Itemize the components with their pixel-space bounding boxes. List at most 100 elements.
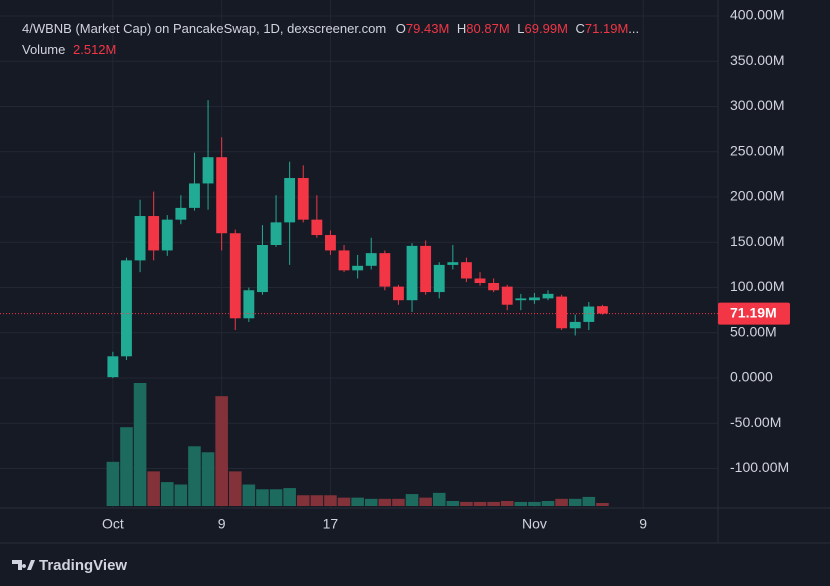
candle-body [379, 253, 391, 287]
volume-bar [555, 498, 568, 506]
candle-body [325, 235, 336, 251]
volume-bar [596, 503, 609, 506]
volume-bar [188, 446, 201, 506]
volume-bar [310, 495, 324, 506]
candle-body [528, 297, 540, 301]
volume-bar [378, 498, 392, 506]
volume-bar [296, 495, 310, 506]
ohlc-value: 80.87M [466, 21, 509, 36]
volume-bar [283, 488, 296, 506]
candle-body [134, 216, 146, 261]
candle-body [392, 286, 404, 301]
last-price-box [718, 302, 790, 325]
candle-body [542, 293, 554, 299]
candle-body [596, 306, 608, 314]
y-tick-label: 150.00M [730, 233, 784, 249]
candle-body [148, 216, 160, 251]
candle-body [107, 356, 119, 378]
volume-bar [228, 471, 242, 506]
volume-value: 2.512M [73, 42, 116, 57]
volume-bar [432, 492, 446, 506]
logo: TradingView [12, 557, 127, 574]
candle-body [202, 157, 214, 184]
volume-bar [215, 396, 228, 506]
volume-bar [147, 471, 160, 506]
candle-body [284, 178, 296, 223]
candle-body [501, 286, 513, 305]
axes: 400.00M 350.00M 300.00M 250.00M 200.00M 150.0… [0, 7, 790, 532]
volume-bar [541, 500, 555, 506]
volume-bar [500, 500, 514, 506]
ohlc-key: O [396, 21, 406, 36]
ohlc-value: 71.19M [585, 21, 628, 36]
candle-body [121, 260, 132, 357]
y-tick-label: 50.00M [730, 323, 777, 339]
overflow: ... [628, 21, 639, 36]
volume-bar [120, 427, 133, 506]
candle-body [406, 245, 418, 301]
candle-body [420, 245, 432, 293]
title: 4/WBNB (Market Cap) on PancakeSwap, 1D, … [22, 21, 386, 36]
volume-bar [568, 498, 582, 506]
ohlc-key: L [517, 21, 524, 36]
candle-body [365, 253, 377, 266]
logo-icon [12, 560, 35, 570]
y-tick-label: 200.00M [730, 188, 784, 204]
candle-body [270, 222, 282, 245]
x-tick-label: 9 [639, 516, 647, 532]
y-tick-label: 250.00M [730, 142, 784, 158]
volume-pane [106, 383, 609, 506]
volume-bar [419, 497, 432, 506]
volume-bar [201, 452, 215, 506]
candle-body [161, 219, 173, 251]
candle-body [352, 265, 364, 271]
candle-body [433, 264, 445, 293]
candle-body [474, 278, 486, 284]
volume-bar [514, 501, 528, 506]
volume-bar [582, 496, 596, 506]
volume-bar [242, 484, 256, 506]
volume-legend: Volume 2.512M [22, 42, 116, 57]
ohlc-value: 69.99M [525, 21, 568, 36]
volume-key: Volume [22, 42, 65, 57]
ohlc-key: H [457, 21, 466, 36]
volume-bar [133, 383, 147, 506]
volume-bar [106, 461, 120, 506]
y-tick-label: 0.0000 [730, 369, 773, 385]
y-tick-label: 300.00M [730, 97, 784, 113]
ohlc-key: C [576, 21, 585, 36]
candle-body [447, 262, 459, 265]
volume-bar [392, 498, 405, 506]
y-tick-label: -50.00M [730, 414, 781, 430]
volume-bar [487, 501, 500, 506]
volume-bar [174, 484, 188, 506]
volume-bar [337, 497, 351, 506]
ohlc-value: 79.43M [406, 21, 449, 36]
volume-bar [528, 501, 541, 506]
last-price-label: 71.19M [730, 304, 777, 320]
candle-body [243, 290, 255, 319]
volume-bar [364, 498, 378, 506]
volume-bar [405, 494, 419, 506]
candle-body [569, 321, 581, 329]
candle-body [175, 207, 187, 220]
candle-body [229, 233, 241, 319]
volume-bar [324, 495, 337, 506]
candle-body [556, 296, 568, 329]
volume-bar [446, 500, 460, 506]
y-tick-label: -100.00M [730, 459, 789, 475]
header: 4/WBNB (Market Cap) on PancakeSwap, 1D, … [22, 21, 639, 36]
candles [107, 100, 608, 379]
candle-body [515, 298, 527, 301]
candle-body [189, 183, 200, 208]
candle-body [216, 157, 228, 234]
x-tick-label: 17 [323, 516, 339, 532]
volume-bar [256, 489, 269, 506]
candle-body [311, 219, 323, 236]
x-tick-label: 9 [218, 516, 226, 532]
candle-body [297, 178, 309, 220]
volume-bar [351, 497, 364, 506]
y-tick-label: 400.00M [730, 7, 784, 23]
